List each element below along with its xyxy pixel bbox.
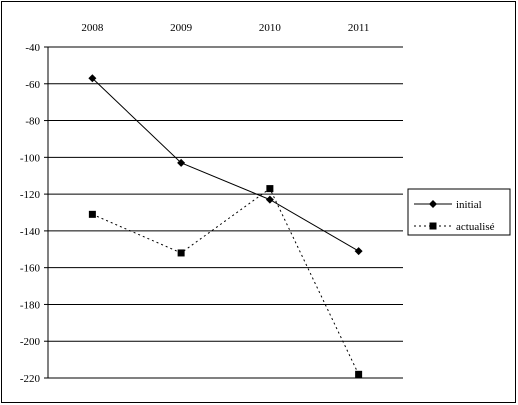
- y-tick-label: -40: [25, 42, 40, 54]
- x-tick-label: 2009: [170, 22, 193, 34]
- legend-marker: [429, 200, 437, 208]
- y-tick-label: -80: [25, 116, 40, 128]
- data-point: [354, 247, 363, 256]
- x-tick-label: 2008: [81, 22, 104, 34]
- y-tick-label: -120: [20, 189, 41, 201]
- series-line: [92, 187, 360, 375]
- y-tick-label: -200: [20, 336, 41, 348]
- data-point: [355, 370, 363, 378]
- series-group: [88, 74, 363, 378]
- legend-box: [407, 188, 511, 236]
- data-point: [88, 74, 97, 83]
- y-axis-tick-labels: -40 -60 -80 -100 -120 -140 -160 -180 -200 -220: [20, 42, 41, 385]
- legend-label: initial: [456, 199, 482, 211]
- x-tick-label: 2011: [348, 22, 370, 34]
- legend-marker: [429, 222, 437, 230]
- series-actualise: [88, 185, 363, 378]
- y-tick-label: -160: [20, 263, 41, 275]
- y-tick-label: -60: [25, 79, 40, 91]
- x-tick-label: 2010: [259, 22, 282, 34]
- data-point: [265, 195, 274, 204]
- series-line: [92, 77, 359, 252]
- legend-item: initial: [414, 199, 482, 211]
- data-point: [177, 158, 186, 167]
- y-tick-label: -220: [20, 373, 41, 385]
- series-initial: [88, 74, 363, 256]
- x-axis-tick-labels: 2008 2009 2010 2011: [81, 22, 369, 34]
- data-point: [266, 185, 274, 193]
- y-tick-label: -100: [20, 152, 41, 164]
- legend-label: actualisé: [456, 221, 495, 233]
- y-tick-label: -140: [20, 226, 41, 238]
- y-tick-label: -180: [20, 299, 41, 311]
- data-point: [177, 249, 185, 257]
- legend-item: actualisé: [414, 221, 495, 233]
- data-point: [88, 210, 96, 218]
- gridlines: [44, 46, 403, 379]
- legend: initial actualisé: [407, 188, 511, 236]
